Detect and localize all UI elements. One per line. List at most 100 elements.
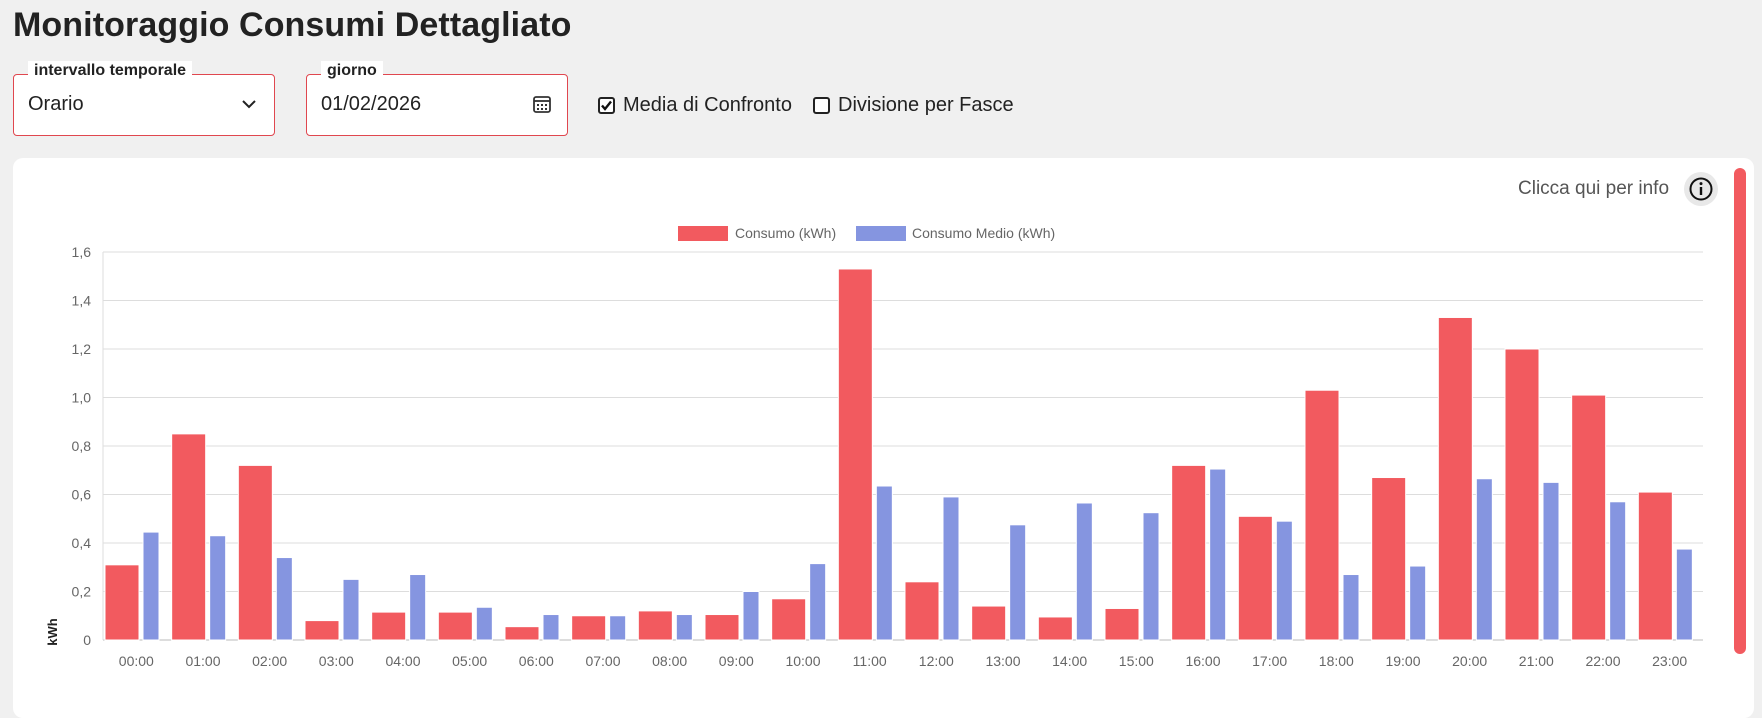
calendar-icon[interactable] [531,93,553,115]
bar-consumo [971,605,1007,641]
bar-consumo-medio [542,614,560,641]
bar-consumo [571,615,607,641]
bar-consumo [1371,477,1407,641]
bar-consumo [371,611,407,641]
x-tick-label: 01:00 [185,653,220,669]
x-tick-label: 17:00 [1252,653,1287,669]
x-tick-label: 00:00 [119,653,154,669]
bar-consumo [837,268,873,641]
bar-consumo [237,464,273,641]
media-confronto-label: Media di Confronto [623,94,792,116]
x-tick-label: 10:00 [785,653,820,669]
bar-consumo [1104,607,1140,641]
bar-consumo [1304,389,1340,641]
day-date-value: 01/02/2026 [321,93,422,115]
bar-consumo-medio [1142,512,1160,641]
bar-consumo [304,620,340,641]
x-tick-label: 02:00 [252,653,287,669]
bar-consumo-medio [209,535,227,641]
bar-consumo [1637,491,1673,641]
x-tick-label: 22:00 [1585,653,1620,669]
scrollbar[interactable] [1734,168,1746,654]
y-tick-label: 1,6 [72,244,92,260]
y-tick-label: 0,6 [72,487,92,503]
x-tick-label: 04:00 [385,653,420,669]
bar-consumo [104,564,140,641]
y-tick-label: 1,4 [72,293,92,309]
x-tick-label: 06:00 [519,653,554,669]
checkbox-checked-icon[interactable] [598,97,615,114]
x-tick-label: 03:00 [319,653,354,669]
bar-consumo [1037,616,1073,641]
info-icon[interactable] [1684,172,1718,206]
bar-consumo-medio [609,615,627,641]
legend-swatch-consumo [678,226,728,241]
x-tick-label: 05:00 [452,653,487,669]
bar-consumo-medio [342,578,360,641]
bar-consumo [1437,316,1473,641]
legend-swatch-consumo-medio [856,226,906,241]
x-tick-label: 09:00 [719,653,754,669]
media-confronto-checkbox[interactable]: Media di Confronto [598,94,792,117]
bar-consumo [704,614,740,641]
bar-consumo-medio [742,591,760,641]
interval-select[interactable]: intervallo temporale Orario [13,61,275,136]
day-date-field[interactable]: giorno 01/02/2026 [306,61,568,136]
bar-consumo [1571,394,1607,641]
bar-consumo-medio [275,557,293,641]
bar-consumo-medio [1675,548,1693,641]
bar-consumo [1504,348,1540,641]
bar-consumo-medio [1209,468,1227,641]
chevron-down-icon[interactable] [238,93,260,115]
y-tick-label: 1,2 [72,341,92,357]
bar-consumo-medio [1409,565,1427,641]
bar-consumo-medio [1475,478,1493,641]
x-tick-label: 07:00 [585,653,620,669]
y-tick-label: 0 [83,632,91,648]
x-tick-label: 20:00 [1452,653,1487,669]
bar-consumo-medio [1609,501,1627,641]
divisione-fasce-checkbox[interactable]: Divisione per Fasce [813,94,1014,117]
bar-consumo-medio [142,531,160,641]
x-tick-label: 18:00 [1319,653,1354,669]
bar-consumo-medio [1542,481,1560,641]
y-axis-label: kWh [45,618,60,646]
bar-consumo-medio [675,614,693,641]
legend-label-consumo-medio: Consumo Medio (kWh) [912,225,1055,241]
x-tick-label: 23:00 [1652,653,1687,669]
bar-consumo-medio [1075,502,1093,641]
bar-consumo [1171,464,1207,641]
bar-consumo [1237,515,1273,641]
x-tick-label: 11:00 [853,653,887,669]
x-tick-label: 12:00 [919,653,954,669]
page-title: Monitoraggio Consumi Dettagliato [13,6,572,44]
bar-consumo-medio [942,496,960,641]
bar-consumo [437,611,473,641]
interval-select-label: intervallo temporale [28,61,193,81]
info-link-text[interactable]: Clicca qui per info [1518,178,1670,199]
bar-consumo-medio [809,563,827,641]
bar-consumo [171,433,207,641]
bar-consumo-medio [475,606,493,641]
divisione-fasce-label: Divisione per Fasce [838,94,1014,116]
bar-consumo-medio [1009,524,1027,641]
day-date-label: giorno [321,61,383,81]
x-tick-label: 19:00 [1385,653,1420,669]
x-tick-label: 14:00 [1052,653,1087,669]
checkbox-unchecked-icon[interactable] [813,97,830,114]
x-tick-label: 15:00 [1119,653,1154,669]
x-tick-label: 21:00 [1519,653,1554,669]
bar-consumo [637,610,673,641]
interval-select-value: Orario [28,93,84,115]
x-tick-label: 08:00 [652,653,687,669]
bar-consumo-medio [409,574,427,641]
y-tick-label: 0,2 [72,584,92,600]
y-tick-label: 1,0 [72,390,92,406]
bar-consumo-medio [875,485,893,641]
bar-consumo [504,626,540,641]
y-tick-label: 0,8 [72,438,92,454]
bar-consumo [904,581,940,641]
bar-consumo [771,598,807,641]
bar-consumo-medio [1342,574,1360,641]
y-tick-label: 0,4 [72,535,92,551]
